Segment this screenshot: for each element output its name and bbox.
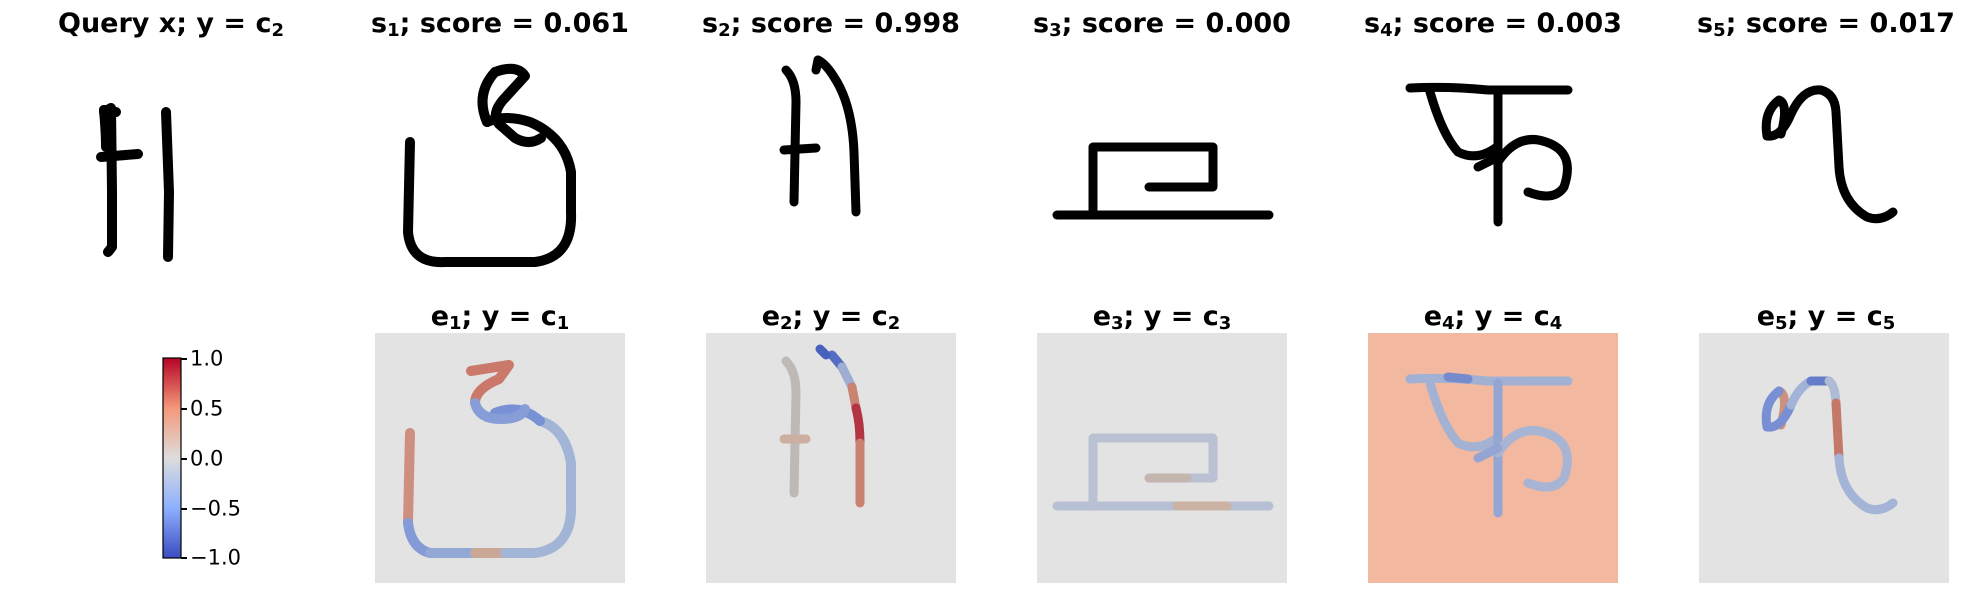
explanation-1-sub: 1 bbox=[449, 313, 462, 334]
explanation-2-class-sub: 2 bbox=[887, 313, 901, 334]
explanation-3-sub: 3 bbox=[1111, 313, 1124, 334]
explanation-5-sub: 5 bbox=[1775, 313, 1788, 334]
explanation-3-map bbox=[1037, 333, 1287, 583]
explanation-1-title: e1; y = c1 bbox=[431, 303, 570, 333]
explanation-5-title: e5; y = c5 bbox=[1757, 303, 1896, 333]
colorbar-tick bbox=[181, 458, 187, 460]
explanation-4-sub: 4 bbox=[1442, 313, 1455, 334]
sample-2-glyph bbox=[779, 55, 861, 217]
explanation-5-name: e bbox=[1756, 301, 1776, 332]
sample-4-image bbox=[1368, 42, 1618, 292]
colorbar-tick-label: 0.0 bbox=[190, 446, 224, 471]
sample-1-score: ; score = 0.061 bbox=[399, 8, 629, 39]
sample-5-title-name: s bbox=[1697, 8, 1714, 39]
sample-2-title-sub: 2 bbox=[718, 20, 731, 41]
explanation-1-name: e bbox=[430, 301, 450, 332]
explanation-2-map bbox=[706, 333, 956, 583]
sample-1-title-name: s bbox=[371, 8, 388, 39]
sample-4-title-name: s bbox=[1364, 8, 1381, 39]
sample-3-glyph bbox=[1052, 142, 1274, 220]
sample-2-image bbox=[706, 42, 956, 292]
colorbar-tick-label: −1.0 bbox=[190, 545, 241, 570]
explanation-3-heatmap bbox=[1037, 333, 1287, 583]
sample-3-image bbox=[1037, 42, 1287, 292]
query-title-text: Query x; y = c bbox=[58, 8, 272, 39]
explanation-4-class-sub: 4 bbox=[1549, 313, 1563, 334]
sample-3-title-name: s bbox=[1033, 8, 1050, 39]
explanation-4-title: e4; y = c4 bbox=[1424, 303, 1563, 333]
explanation-2-title: e2; y = c2 bbox=[762, 303, 901, 333]
sample-1-title: s1; score = 0.061 bbox=[371, 10, 629, 40]
explanation-4-heatmap bbox=[1368, 333, 1618, 583]
explanation-4-map bbox=[1368, 333, 1618, 583]
colorbar-tick-label: 1.0 bbox=[190, 346, 224, 371]
explanation-4-name: e bbox=[1423, 301, 1443, 332]
sample-5-image bbox=[1699, 42, 1949, 292]
colorbar-tick bbox=[181, 358, 187, 360]
explanation-5-map bbox=[1699, 333, 1949, 583]
explanation-1-map bbox=[375, 333, 625, 583]
explanation-5-label: ; y = c bbox=[1787, 301, 1883, 332]
sample-2-title: s2; score = 0.998 bbox=[702, 10, 960, 40]
colorbar-tick bbox=[181, 557, 187, 559]
sample-1-title-sub: 1 bbox=[387, 20, 400, 41]
colorbar-tick-label: −0.5 bbox=[190, 496, 241, 521]
query-glyph bbox=[96, 103, 174, 262]
explanation-1-heatmap bbox=[375, 333, 625, 583]
explanation-3-label: ; y = c bbox=[1123, 301, 1219, 332]
sample-5-title: s5; score = 0.017 bbox=[1697, 10, 1955, 40]
explanation-5-heatmap bbox=[1699, 333, 1949, 583]
sample-1-image bbox=[375, 42, 625, 292]
sample-3-score: ; score = 0.000 bbox=[1061, 8, 1291, 39]
explanation-5-class-sub: 5 bbox=[1882, 313, 1896, 334]
explanation-1-class-sub: 1 bbox=[556, 313, 570, 334]
query-title-sub: 2 bbox=[271, 20, 284, 41]
sample-4-score: ; score = 0.003 bbox=[1392, 8, 1622, 39]
explanation-2-sub: 2 bbox=[780, 313, 793, 334]
colorbar: 1.0 0.5 0.0 −0.5 −1.0 bbox=[150, 348, 270, 568]
sample-5-score: ; score = 0.017 bbox=[1725, 8, 1955, 39]
query-title: Query x; y = c2 bbox=[58, 10, 284, 40]
sample-4-glyph bbox=[1405, 82, 1573, 227]
sample-5-title-sub: 5 bbox=[1713, 20, 1726, 41]
explanation-4-label: ; y = c bbox=[1454, 301, 1550, 332]
sample-5-glyph bbox=[1761, 85, 1898, 224]
colorbar-tick bbox=[181, 508, 187, 510]
query-image bbox=[46, 42, 296, 292]
explanation-3-class-sub: 3 bbox=[1218, 313, 1232, 334]
sample-2-score: ; score = 0.998 bbox=[730, 8, 960, 39]
sample-2-title-name: s bbox=[702, 8, 719, 39]
sample-3-title: s3; score = 0.000 bbox=[1033, 10, 1291, 40]
sample-3-title-sub: 3 bbox=[1049, 20, 1062, 41]
colorbar-tick-label: 0.5 bbox=[190, 396, 224, 421]
explanation-2-label: ; y = c bbox=[792, 301, 888, 332]
explanation-2-name: e bbox=[761, 301, 781, 332]
explanation-1-label: ; y = c bbox=[461, 301, 557, 332]
sample-1-glyph bbox=[403, 63, 577, 268]
sample-4-title-sub: 4 bbox=[1380, 20, 1393, 41]
sample-4-title: s4; score = 0.003 bbox=[1364, 10, 1622, 40]
explanation-2-heatmap bbox=[706, 333, 956, 583]
colorbar-tick bbox=[181, 408, 187, 410]
explanation-3-name: e bbox=[1092, 301, 1112, 332]
explanation-3-title: e3; y = c3 bbox=[1093, 303, 1232, 333]
